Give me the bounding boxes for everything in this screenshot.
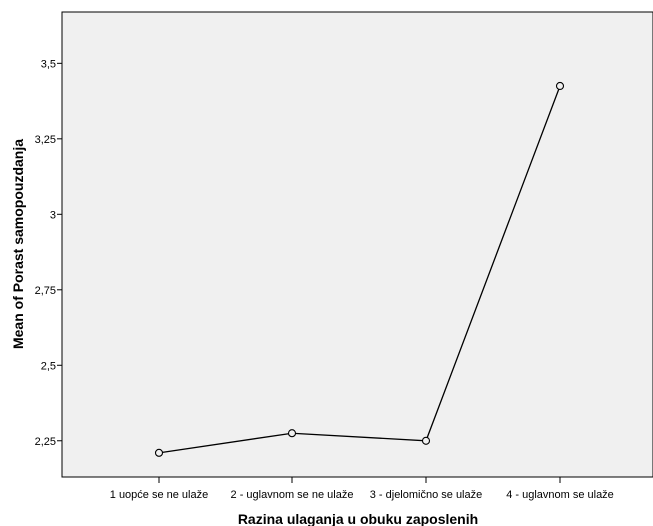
x-tick-label: 3 - djelomično se ulaže (370, 489, 483, 501)
y-axis-title: Mean of Porast samopouzdanja (10, 139, 26, 349)
y-axis: 2,25 2,5 2,75 3 3,25 3,5 (35, 58, 62, 448)
x-axis-title: Razina ulaganja u obuku zaposlenih (238, 511, 478, 526)
x-tick-label: 1 uopće se ne ulaže (110, 489, 208, 501)
y-tick-label: 2,5 (41, 360, 56, 372)
y-tick-label: 3,5 (41, 58, 56, 70)
series-line-group (154, 81, 565, 457)
data-point-marker (287, 429, 297, 438)
series-line (158, 85, 561, 454)
y-tick-label: 2,75 (35, 285, 56, 297)
x-tick-label: 2 - uglavnom se ne ulaže (231, 489, 354, 501)
data-point-marker (555, 81, 565, 91)
x-tick-label: 4 - uglavnom se ulaže (506, 489, 614, 501)
data-point-marker (421, 436, 431, 445)
y-tick-label: 2,25 (35, 436, 56, 448)
y-tick-label: 3 (50, 209, 56, 221)
y-tick-label: 3,25 (35, 134, 56, 146)
x-axis: 1 uopće se ne ulaže 2 - uglavnom se ne ul… (110, 477, 614, 501)
data-point-marker (154, 448, 164, 457)
plot-area (61, 11, 653, 478)
